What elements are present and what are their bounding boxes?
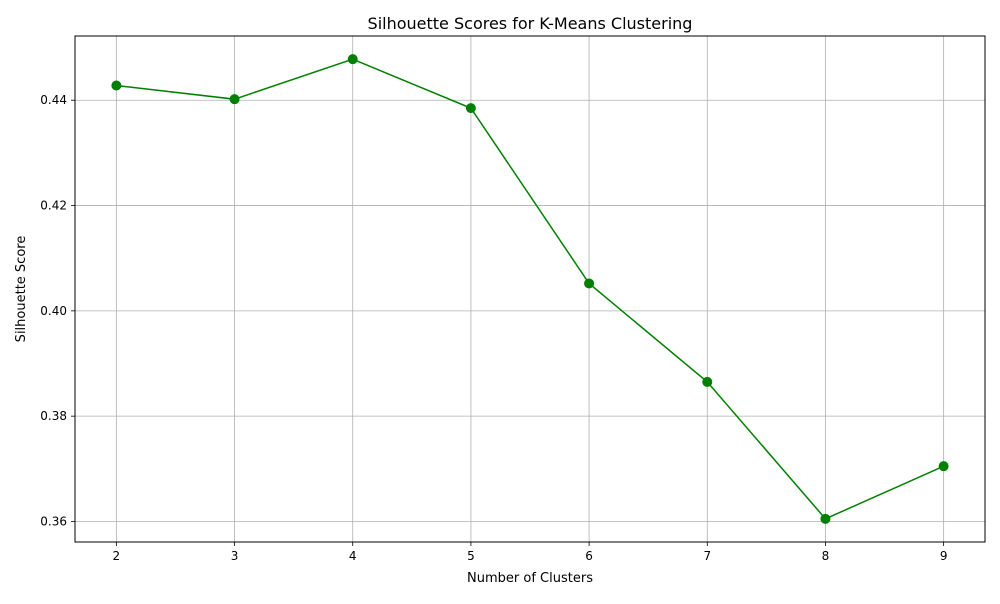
data-point-marker xyxy=(584,278,595,289)
data-point-marker xyxy=(702,376,713,387)
data-point-marker xyxy=(347,54,358,65)
y-tick-label: 0.44 xyxy=(40,93,67,107)
y-axis-label: Silhouette Score xyxy=(14,236,29,343)
y-tick-label: 0.36 xyxy=(40,514,67,528)
x-tick-label: 3 xyxy=(231,549,239,563)
x-tick-label: 9 xyxy=(940,549,948,563)
x-tick-label: 2 xyxy=(113,549,121,563)
chart-title: Silhouette Scores for K-Means Clustering xyxy=(368,14,693,33)
data-point-marker xyxy=(465,103,476,114)
y-tick-label: 0.42 xyxy=(40,199,67,213)
data-point-marker xyxy=(229,94,240,105)
data-point-marker xyxy=(938,461,949,472)
x-tick-label: 5 xyxy=(467,549,475,563)
x-tick-label: 8 xyxy=(822,549,830,563)
axis-ticks: 2 3 4 5 6 7 8 9 0.36 0.38 0.40 0.42 0.44 xyxy=(40,93,947,563)
x-axis-label: Number of Clusters xyxy=(467,571,593,586)
data-point-marker xyxy=(111,80,122,91)
x-tick-label: 7 xyxy=(703,549,711,563)
x-tick-label: 6 xyxy=(585,549,593,563)
y-tick-label: 0.40 xyxy=(40,304,67,318)
y-tick-label: 0.38 xyxy=(40,409,67,423)
x-tick-label: 4 xyxy=(349,549,357,563)
plot-area-frame xyxy=(74,35,986,543)
series-layer xyxy=(111,54,949,524)
series-line xyxy=(116,58,944,520)
grid-lines xyxy=(75,36,985,542)
data-point-marker xyxy=(820,513,831,524)
